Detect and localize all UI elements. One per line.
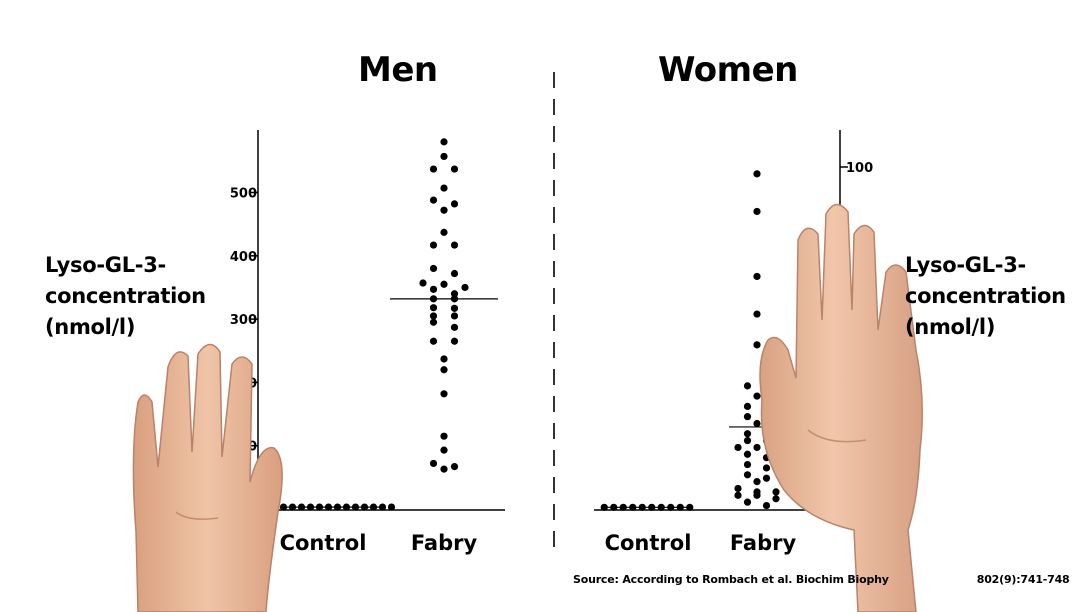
ylabel-right: Lyso-GL-3- concentration (nmol/l) xyxy=(905,250,1066,343)
data-point-fabry xyxy=(450,304,459,312)
data-point-control xyxy=(279,503,288,511)
x-category-label-control: Control xyxy=(280,531,367,555)
data-point-fabry xyxy=(440,184,448,192)
data-point-fabry xyxy=(429,337,438,345)
men-title: Men xyxy=(358,50,438,90)
data-point-fabry xyxy=(440,355,448,363)
data-point-fabry xyxy=(429,312,438,320)
data-point-fabry xyxy=(772,495,780,503)
data-point-fabry xyxy=(429,318,438,326)
y-tick-label: 500 xyxy=(230,187,257,202)
data-point-fabry xyxy=(743,413,752,421)
ylabel-left: Lyso-GL-3- concentration (nmol/l) xyxy=(45,250,206,343)
x-category-label-fabry: Fabry xyxy=(411,531,478,555)
data-point-fabry xyxy=(772,488,780,496)
data-point-fabry xyxy=(440,432,448,440)
data-point-control xyxy=(387,503,396,511)
data-point-fabry xyxy=(440,446,448,454)
data-point-fabry xyxy=(450,312,459,320)
data-point-fabry xyxy=(440,228,448,236)
data-point-fabry xyxy=(753,478,761,486)
data-point-fabry xyxy=(450,200,459,208)
data-point-control xyxy=(378,503,387,511)
data-point-fabry xyxy=(429,241,438,249)
data-point-fabry xyxy=(419,279,427,287)
data-point-fabry xyxy=(743,437,752,445)
data-point-fabry xyxy=(450,323,459,331)
data-point-fabry xyxy=(753,419,761,428)
data-point-fabry xyxy=(440,390,448,398)
data-point-fabry xyxy=(429,165,438,173)
y-tick-label: 300 xyxy=(230,313,257,328)
data-point-fabry xyxy=(743,402,752,410)
ylabel-right-line3: (nmol/l) xyxy=(905,315,996,339)
data-point-fabry xyxy=(762,464,771,472)
data-point-fabry xyxy=(450,337,459,345)
data-point-fabry xyxy=(440,465,448,473)
ylabel-right-line1: Lyso-GL-3- xyxy=(905,253,1026,277)
source-tail: 802(9):741-748 xyxy=(976,573,1070,586)
data-point-fabry xyxy=(753,207,761,216)
source-text: Source: According to Rombach et al. Bioc… xyxy=(573,573,889,586)
data-point-fabry xyxy=(753,341,761,349)
data-point-fabry xyxy=(429,196,438,204)
data-point-fabry xyxy=(440,138,448,146)
data-point-fabry xyxy=(450,165,459,173)
data-point-fabry xyxy=(762,474,771,482)
data-point-fabry xyxy=(429,285,438,293)
x-category-label-fabry: Fabry xyxy=(730,531,797,555)
data-point-fabry xyxy=(753,443,761,452)
y-tick-label: 400 xyxy=(230,250,257,265)
y-tick-label: 100 xyxy=(846,161,873,176)
right-hand-overlay xyxy=(759,203,923,612)
women-title: Women xyxy=(658,50,798,90)
data-point-fabry xyxy=(753,272,761,281)
data-point-fabry xyxy=(734,443,742,452)
data-point-fabry xyxy=(450,462,459,471)
data-point-fabry xyxy=(429,304,438,312)
source-citation: Source: According to Rombach et al. Bioc… xyxy=(573,573,1070,586)
data-point-fabry xyxy=(429,264,438,273)
data-point-fabry xyxy=(743,498,752,506)
data-point-fabry xyxy=(429,459,438,468)
data-point-fabry xyxy=(440,366,448,374)
data-point-fabry xyxy=(461,283,469,292)
x-category-label-control: Control xyxy=(605,531,692,555)
left-hand-overlay xyxy=(132,343,283,612)
ylabel-left-line2: concentration xyxy=(45,284,206,308)
data-point-fabry xyxy=(753,170,761,178)
ylabel-right-line2: concentration xyxy=(905,284,1066,308)
ylabel-left-line1: Lyso-GL-3- xyxy=(45,253,166,277)
ylabel-left-line3: (nmol/l) xyxy=(45,315,136,339)
data-point-fabry xyxy=(762,501,771,510)
data-point-fabry xyxy=(734,484,742,493)
data-point-fabry xyxy=(734,491,742,499)
data-point-fabry xyxy=(743,471,752,479)
data-point-fabry xyxy=(450,241,459,249)
data-point-fabry xyxy=(743,430,752,438)
data-point-fabry xyxy=(450,269,459,278)
data-point-fabry xyxy=(753,392,761,400)
data-point-fabry xyxy=(450,290,459,298)
data-point-fabry xyxy=(753,491,761,499)
data-point-fabry xyxy=(743,382,752,390)
data-point-fabry xyxy=(753,310,761,318)
data-point-fabry xyxy=(440,152,448,161)
data-point-fabry xyxy=(743,450,752,458)
data-point-fabry xyxy=(743,460,752,469)
data-point-fabry xyxy=(440,206,448,214)
data-point-fabry xyxy=(440,280,448,288)
